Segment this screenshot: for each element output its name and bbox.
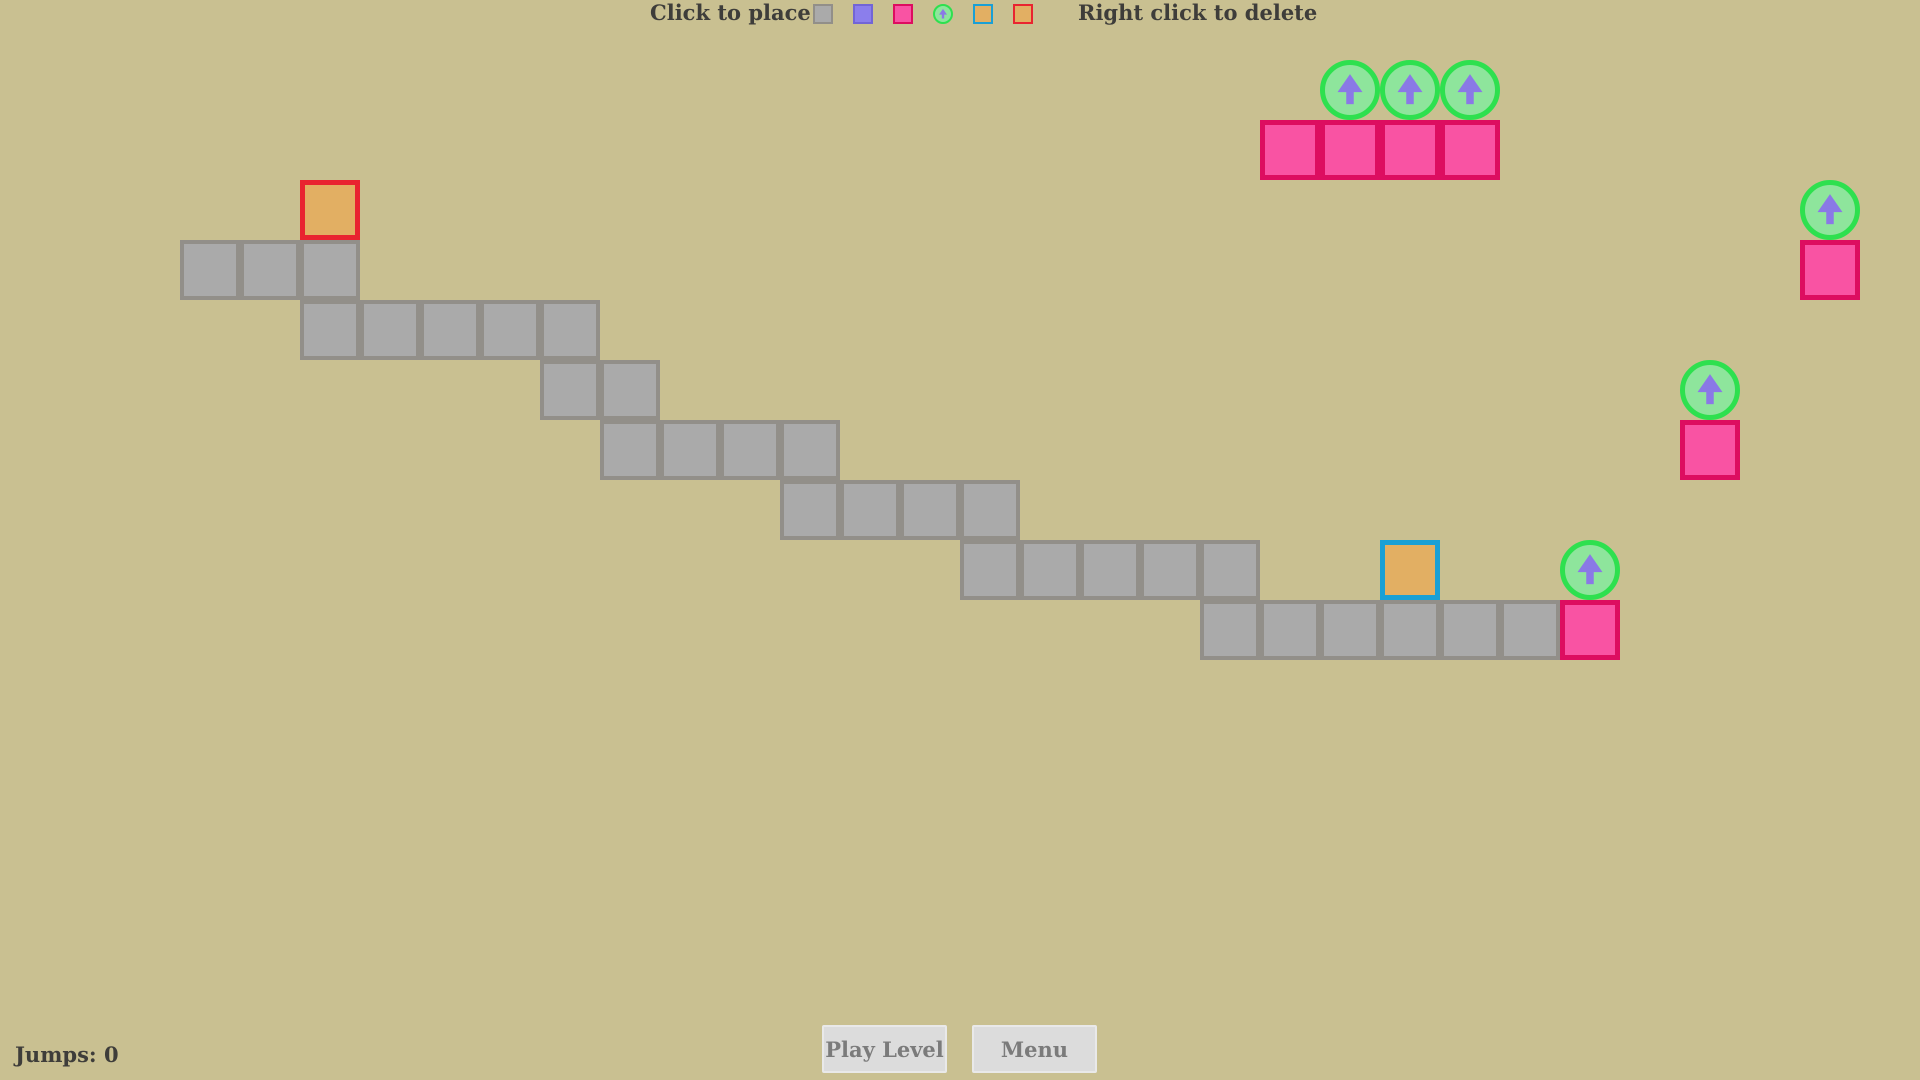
ground-tile[interactable] (600, 360, 660, 420)
ground-tile[interactable] (1260, 600, 1320, 660)
up-arrow-icon (1457, 74, 1483, 105)
jump-pad[interactable] (1800, 180, 1860, 240)
orange-block-teal-icon[interactable] (973, 4, 993, 24)
ground-tile[interactable] (180, 240, 240, 300)
up-arrow-icon (1697, 374, 1723, 405)
ground-tile[interactable] (780, 480, 840, 540)
ground-tile[interactable] (240, 240, 300, 300)
up-arrow-icon (1397, 74, 1423, 105)
ground-tile[interactable] (1320, 600, 1380, 660)
ground-tile[interactable] (1200, 600, 1260, 660)
ground-tile[interactable] (1200, 540, 1260, 600)
jump-pad-icon[interactable] (933, 4, 953, 24)
ground-tile[interactable] (960, 540, 1020, 600)
ground-tile[interactable] (1080, 540, 1140, 600)
up-arrow-icon (1577, 554, 1603, 585)
ground-tile[interactable] (1440, 600, 1500, 660)
pink-tile[interactable] (1800, 240, 1860, 300)
up-arrow-icon (1817, 194, 1843, 225)
pink-tile[interactable] (1440, 120, 1500, 180)
pink-tile[interactable] (1260, 120, 1320, 180)
menu-button[interactable]: Menu (972, 1025, 1097, 1073)
ground-tile[interactable] (1020, 540, 1080, 600)
place-instruction-label: Click to place (650, 0, 811, 25)
ground-tile[interactable] (540, 300, 600, 360)
ground-tile[interactable] (300, 300, 360, 360)
pink-tile[interactable] (1680, 420, 1740, 480)
jump-pad[interactable] (1560, 540, 1620, 600)
ground-tile[interactable] (420, 300, 480, 360)
up-arrow-icon (939, 8, 947, 19)
ground-tile[interactable] (480, 300, 540, 360)
ground-tile[interactable] (780, 420, 840, 480)
jumps-counter: Jumps: 0 (15, 1042, 119, 1067)
pink-tile[interactable] (1560, 600, 1620, 660)
ground-tile[interactable] (1140, 540, 1200, 600)
orange-red-tile[interactable] (300, 180, 360, 240)
ground-tile[interactable] (720, 420, 780, 480)
ground-tile[interactable] (660, 420, 720, 480)
jump-pad[interactable] (1380, 60, 1440, 120)
orange-block-red-icon[interactable] (1013, 4, 1033, 24)
orange-teal-tile[interactable] (1380, 540, 1440, 600)
pink-tile[interactable] (1320, 120, 1380, 180)
jump-pad[interactable] (1440, 60, 1500, 120)
ground-tile[interactable] (600, 420, 660, 480)
jump-pad[interactable] (1320, 60, 1380, 120)
ground-tile[interactable] (300, 240, 360, 300)
jump-pad[interactable] (1680, 360, 1740, 420)
ground-tile[interactable] (360, 300, 420, 360)
ground-tile[interactable] (1500, 600, 1560, 660)
ground-tile[interactable] (900, 480, 960, 540)
ground-tile[interactable] (960, 480, 1020, 540)
ground-tile[interactable] (540, 360, 600, 420)
palette (813, 4, 1033, 24)
gray-platform-icon[interactable] (813, 4, 833, 24)
up-arrow-icon (1337, 74, 1363, 105)
delete-instruction-label: Right click to delete (1078, 0, 1318, 25)
purple-block-icon[interactable] (853, 4, 873, 24)
play-level-button[interactable]: Play Level (822, 1025, 947, 1073)
ground-tile[interactable] (840, 480, 900, 540)
pink-tile[interactable] (1380, 120, 1440, 180)
pink-block-icon[interactable] (893, 4, 913, 24)
ground-tile[interactable] (1380, 600, 1440, 660)
